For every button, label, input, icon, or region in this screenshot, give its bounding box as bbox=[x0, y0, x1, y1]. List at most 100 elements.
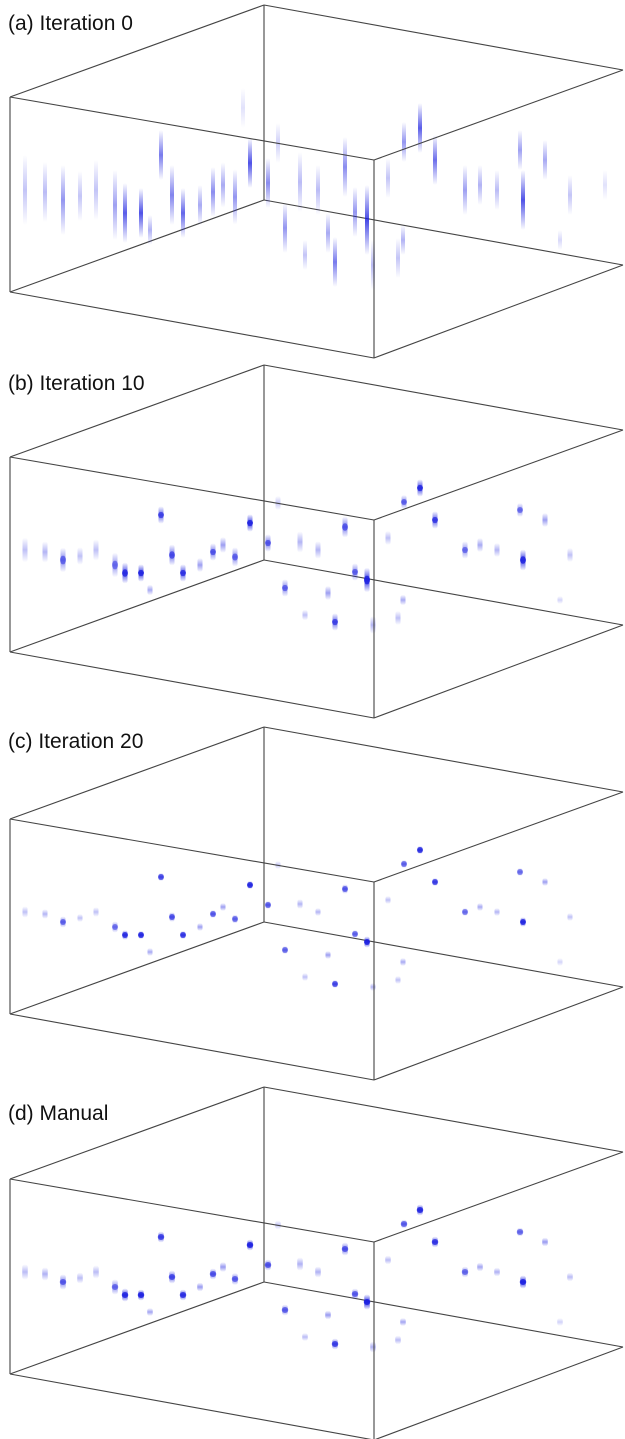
spot bbox=[232, 914, 238, 924]
panel-manual: (d) Manual bbox=[0, 1082, 625, 1439]
spot-core bbox=[112, 924, 118, 930]
spot bbox=[557, 958, 563, 966]
spot bbox=[462, 908, 468, 916]
spot-core bbox=[138, 569, 144, 577]
spot bbox=[61, 165, 65, 235]
box-edge bbox=[373, 429, 624, 521]
spot bbox=[370, 1341, 376, 1353]
spot bbox=[433, 135, 437, 185]
spot-core bbox=[60, 555, 66, 565]
spot bbox=[353, 187, 357, 237]
box-edge bbox=[263, 199, 624, 266]
spot-core bbox=[246, 1242, 254, 1248]
spot bbox=[385, 1255, 391, 1265]
spot bbox=[521, 170, 525, 230]
box-edge bbox=[373, 986, 624, 1081]
spot-core bbox=[264, 1262, 272, 1268]
box-edge bbox=[9, 1281, 265, 1375]
spot bbox=[495, 170, 499, 210]
spot-core bbox=[517, 507, 523, 513]
spot bbox=[198, 185, 202, 225]
spot bbox=[23, 155, 27, 225]
spot-core bbox=[401, 499, 407, 505]
spot bbox=[211, 167, 215, 217]
spot bbox=[248, 138, 252, 188]
spot bbox=[396, 238, 400, 278]
spot bbox=[385, 531, 391, 545]
spot bbox=[302, 609, 308, 621]
spot bbox=[112, 921, 118, 933]
spot-core bbox=[168, 1274, 176, 1280]
spot-core bbox=[352, 568, 358, 576]
spot bbox=[233, 169, 237, 225]
spot bbox=[568, 175, 572, 215]
spot bbox=[343, 137, 347, 197]
spot bbox=[315, 908, 321, 916]
spot-core bbox=[59, 1279, 67, 1285]
spot-core bbox=[122, 569, 128, 577]
spot bbox=[22, 537, 28, 563]
panel-iteration-20: (c) Iteration 20 bbox=[0, 722, 625, 1082]
spot-core bbox=[400, 1221, 408, 1227]
spot bbox=[494, 543, 500, 557]
spot bbox=[148, 215, 152, 245]
spot bbox=[477, 903, 483, 911]
box-edge bbox=[263, 726, 624, 793]
spot bbox=[42, 1267, 48, 1281]
spot bbox=[42, 909, 48, 919]
spot bbox=[77, 547, 83, 565]
box-edge bbox=[263, 364, 624, 431]
volume-render-iteration-10 bbox=[9, 364, 624, 719]
panel-iteration-0: (a) Iteration 0 bbox=[0, 0, 625, 360]
volume-render-iteration-20 bbox=[9, 726, 624, 1081]
spot-core bbox=[169, 551, 175, 559]
spot bbox=[94, 160, 98, 220]
spot-core bbox=[111, 1284, 119, 1290]
spot bbox=[303, 240, 307, 270]
box-edge bbox=[9, 818, 375, 883]
spot bbox=[60, 547, 66, 573]
spot bbox=[77, 914, 83, 922]
spot bbox=[93, 539, 99, 561]
spot bbox=[401, 860, 407, 868]
spot bbox=[159, 130, 163, 180]
spot bbox=[93, 1265, 99, 1279]
spot bbox=[232, 547, 238, 567]
spot bbox=[282, 946, 288, 954]
spot bbox=[557, 1318, 563, 1326]
spot bbox=[315, 1266, 321, 1278]
spot bbox=[123, 183, 127, 243]
spot-core bbox=[247, 882, 253, 888]
spot bbox=[297, 899, 303, 909]
spot-core bbox=[209, 1271, 217, 1277]
spot-core bbox=[341, 1246, 349, 1252]
spot-core bbox=[416, 1207, 424, 1213]
spot bbox=[297, 531, 303, 553]
spot-core bbox=[231, 1276, 239, 1282]
spot bbox=[418, 103, 422, 153]
spot bbox=[77, 1272, 83, 1284]
spot bbox=[78, 171, 82, 221]
spot-core bbox=[232, 553, 238, 561]
spot bbox=[517, 868, 523, 876]
spot bbox=[567, 913, 573, 921]
spot bbox=[283, 203, 287, 253]
spot-core bbox=[332, 618, 338, 626]
spot-core bbox=[364, 575, 370, 585]
spot bbox=[352, 930, 358, 938]
spot bbox=[365, 185, 369, 255]
spot bbox=[542, 878, 548, 886]
spot bbox=[517, 503, 523, 517]
box-edge bbox=[375, 1346, 624, 1439]
spot-core bbox=[158, 511, 164, 519]
spot bbox=[220, 537, 226, 553]
spot bbox=[147, 1308, 153, 1316]
spot bbox=[113, 170, 117, 240]
spot bbox=[402, 122, 406, 162]
spot bbox=[266, 158, 270, 208]
spot-core bbox=[519, 1279, 527, 1285]
box-edge bbox=[9, 921, 265, 1015]
spot bbox=[385, 896, 391, 904]
box-edge bbox=[9, 364, 265, 458]
spot bbox=[220, 1262, 226, 1272]
